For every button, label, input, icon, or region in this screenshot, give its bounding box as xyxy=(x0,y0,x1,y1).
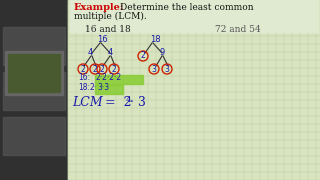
Text: 2: 2 xyxy=(92,64,97,73)
Text: 4: 4 xyxy=(108,48,113,57)
Text: 18:: 18: xyxy=(78,83,90,92)
Text: · 3: · 3 xyxy=(130,96,146,109)
Text: =  2: = 2 xyxy=(105,96,132,109)
Text: 3: 3 xyxy=(152,64,156,73)
Text: 4: 4 xyxy=(88,48,93,57)
Bar xyxy=(0,0,68,180)
Bar xyxy=(3,72,65,110)
Text: 18: 18 xyxy=(150,35,161,44)
Text: 3: 3 xyxy=(164,64,169,73)
Text: Determine the least common: Determine the least common xyxy=(120,3,254,12)
Bar xyxy=(95,85,123,94)
Bar xyxy=(68,0,320,180)
Bar xyxy=(8,54,60,92)
Text: 16 and 18: 16 and 18 xyxy=(85,25,131,34)
Text: 2·2·2·2: 2·2·2·2 xyxy=(96,73,122,82)
Text: 2: 2 xyxy=(100,64,104,73)
Text: 9: 9 xyxy=(160,48,165,57)
Text: 2·: 2· xyxy=(89,83,96,92)
Text: 72 and 54: 72 and 54 xyxy=(215,25,261,34)
Bar xyxy=(3,27,65,65)
Text: 3·3: 3·3 xyxy=(97,83,109,92)
Bar xyxy=(3,117,65,155)
Text: multiple (LCM).: multiple (LCM). xyxy=(74,12,147,21)
Text: 2: 2 xyxy=(140,51,145,60)
Bar xyxy=(95,75,143,84)
Text: 2: 2 xyxy=(81,64,85,73)
Text: 16: 16 xyxy=(97,35,108,44)
Text: LCM: LCM xyxy=(72,96,103,109)
Text: Example:: Example: xyxy=(74,3,124,12)
Bar xyxy=(5,51,63,95)
Bar xyxy=(70,0,318,32)
Text: 4: 4 xyxy=(126,96,132,104)
Text: 16:: 16: xyxy=(78,73,90,82)
Text: 2: 2 xyxy=(112,64,116,73)
